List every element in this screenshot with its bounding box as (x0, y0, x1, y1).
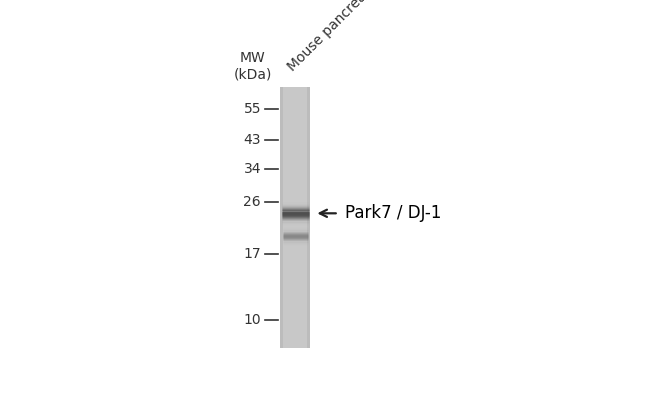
Text: Mouse pancreas: Mouse pancreas (285, 0, 375, 74)
Text: MW
(kDa): MW (kDa) (233, 51, 272, 81)
Bar (280, 87, 311, 348)
Text: Park7 / DJ-1: Park7 / DJ-1 (344, 204, 441, 222)
Text: 34: 34 (244, 162, 261, 176)
Text: 26: 26 (244, 195, 261, 209)
Text: 55: 55 (244, 103, 261, 117)
Bar (280, 87, 283, 348)
Text: 10: 10 (244, 313, 261, 327)
Text: 17: 17 (244, 247, 261, 261)
Text: 43: 43 (244, 133, 261, 147)
Bar (307, 87, 311, 348)
